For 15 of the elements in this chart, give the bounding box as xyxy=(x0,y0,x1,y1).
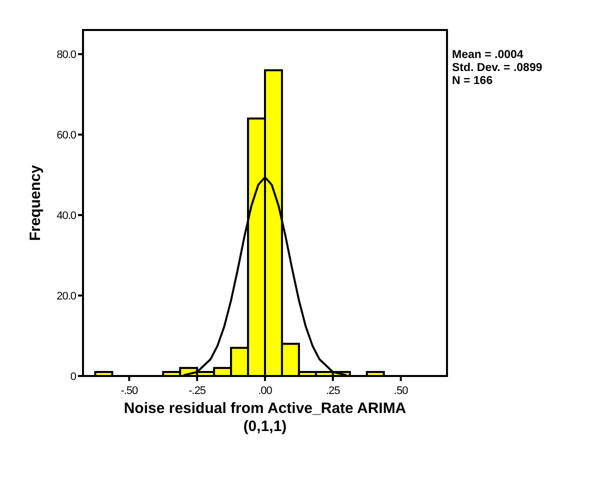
x-tick-label: .00 xyxy=(258,385,272,397)
x-tick-label: -.50 xyxy=(120,385,138,397)
text: Std. Dev. = .0899 xyxy=(452,62,542,74)
y-tick-label: 60.0 xyxy=(56,129,76,142)
text: Mean = .0004 xyxy=(452,49,524,61)
x-tick-label: .25 xyxy=(326,385,340,397)
y-tick-label: 40.0 xyxy=(56,210,76,222)
y-tick-label: 0 xyxy=(70,370,76,383)
y-axis-title: Frequency xyxy=(27,164,44,241)
x-tick-label: -.25 xyxy=(188,385,206,397)
text: N = 166 xyxy=(452,75,493,87)
x-tick-label: .50 xyxy=(394,385,408,397)
y-tick-label: 20.0 xyxy=(56,290,76,302)
y-tick-label: 80.0 xyxy=(56,48,76,61)
x-axis-title: Noise residual from Active_Rate ARIMA (0,1,1) xyxy=(124,400,406,435)
